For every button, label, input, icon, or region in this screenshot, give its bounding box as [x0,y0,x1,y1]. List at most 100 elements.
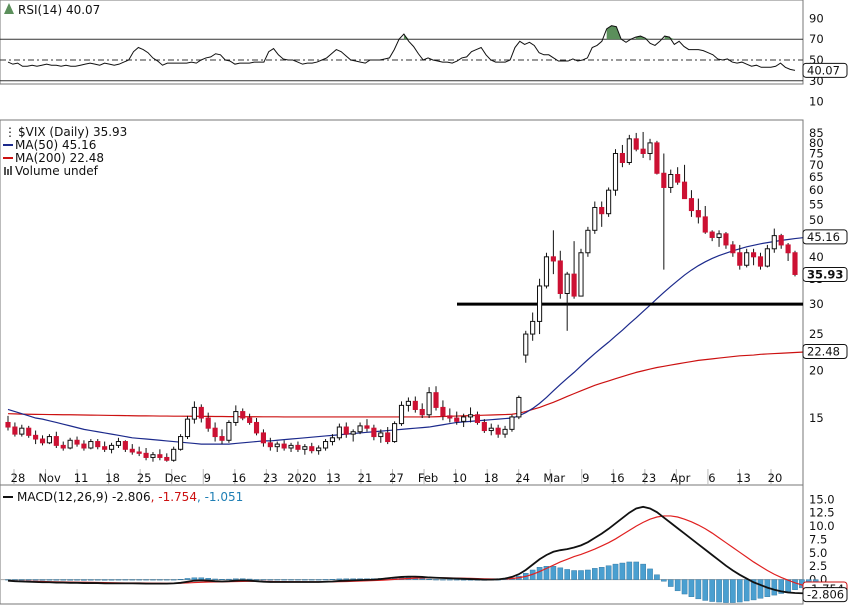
candle [274,441,280,452]
x-label-6: 9 [204,471,211,485]
candle [633,132,639,152]
candle [150,451,156,462]
candle [95,439,101,450]
x-label-15: 18 [484,471,499,485]
candle-body [723,233,729,246]
candle [723,232,729,249]
candle [184,415,191,440]
macd-histogram-bar [19,579,25,581]
candle [564,271,570,331]
candle-body [737,252,743,266]
candle-body [550,256,556,262]
candle-body [398,404,405,425]
candle-body [33,434,39,440]
candle-body [461,416,467,422]
candle [619,144,625,168]
candle-legend-icon: ⋮⋮ [4,125,28,139]
macd-histogram-bar [592,568,598,580]
candle [46,434,52,445]
candle [771,228,777,253]
x-label-22: 6 [708,471,715,485]
price-title: $VIX (Daily) 35.93 [18,125,127,139]
macd-histogram-bar [177,579,184,580]
candle-body [744,252,750,266]
candle [191,401,197,424]
candle-body [412,400,418,410]
candle [585,226,591,257]
candle [309,442,315,454]
macd-histogram-bar [681,579,688,595]
macd-tick-12.5: 12.5 [809,506,835,520]
candle [371,424,377,441]
candle [378,429,384,443]
x-label-11: 21 [358,471,373,485]
macd-histogram-bar [129,579,136,581]
candle [53,431,59,448]
macd-histogram-bar [25,579,32,581]
candle [447,408,453,423]
candle-body [150,454,156,458]
candle [675,167,681,185]
candle [640,131,646,158]
candle [474,411,481,425]
candle-body [543,256,550,287]
x-label-10: 13 [326,471,341,485]
candle [316,445,322,455]
price-tick-75: 75 [809,146,824,160]
candle-body [357,425,363,433]
macd-histogram-bar [295,579,301,581]
candle-body [730,244,736,254]
candle-body [247,417,253,423]
price-tick-15: 15 [809,411,824,425]
macd-histogram-bar [302,579,308,581]
macd-histogram-bar [170,579,177,581]
ma200-line [7,350,816,418]
macd-histogram-bar [88,579,94,581]
macd-histogram-bar [440,579,446,581]
ma50-line [7,236,816,445]
candle-body [626,138,632,164]
candle [12,422,18,437]
candle [212,422,218,442]
macd-histogram-bar [619,562,626,580]
candle [654,140,660,175]
candle-body [191,406,197,420]
macd-histogram-bar [757,579,764,599]
macd-histogram-bar [453,579,460,581]
candle [730,241,736,257]
candle [778,233,784,249]
macd-histogram-bar [322,579,329,581]
x-label-8: 23 [263,471,278,485]
macd-tick-5: 5.0 [809,546,827,560]
macd-histogram-bar [605,565,612,580]
candle-body [405,400,411,406]
candle-body [688,198,695,212]
candle [233,405,239,426]
x-label-14: 10 [452,471,467,485]
candle-body [302,446,308,450]
candle-body [481,421,487,432]
candle [226,420,232,443]
macd-histogram-bar [226,578,232,580]
rsi-line [7,25,796,71]
price-tick-20: 20 [809,364,824,378]
x-label-3: 18 [105,471,120,485]
candle-body [143,452,149,458]
candle [240,408,246,421]
candle [178,434,184,451]
macd-histogram-bar [260,579,267,581]
macd-histogram-bar [695,579,702,600]
candle-body [778,235,784,246]
macd-histogram-bar [433,579,439,581]
candle [785,243,791,261]
svg-text:MACD(12,26,9) -2.806, -1.754,: MACD(12,26,9) -2.806, -1.754, -1.051 [17,490,243,504]
macd-histogram-bar [288,579,294,581]
macd-histogram-bar [716,579,722,603]
candle-body [440,406,446,417]
candle-body [647,142,653,154]
macd-histogram-bar [536,567,543,580]
candle-body [226,421,232,441]
candle-body [488,427,494,432]
candle-body [578,252,584,297]
candle-body [467,414,474,418]
